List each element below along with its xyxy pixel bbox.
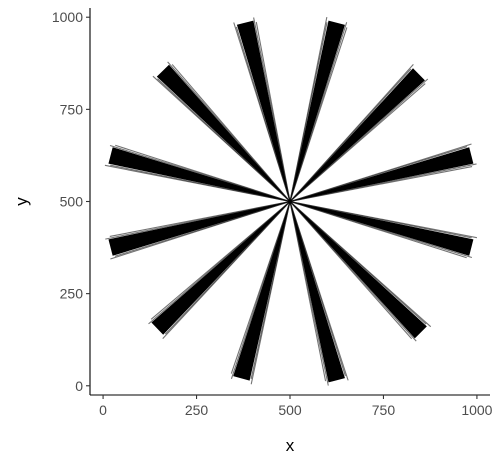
x-axis-title: x: [286, 436, 295, 455]
y-tick-label: 500: [60, 194, 84, 210]
x-tick-label: 0: [99, 402, 107, 418]
x-tick-label: 750: [372, 402, 396, 418]
spoke-3: [289, 143, 477, 203]
spoke-11: [152, 61, 291, 202]
x-tick-label: 250: [185, 402, 209, 418]
spoke-line: [289, 166, 473, 203]
spoke-line: [171, 64, 291, 202]
spoke-wedge: [151, 201, 290, 335]
spoke-line: [235, 26, 291, 202]
spoke-line: [289, 68, 412, 202]
spoke-line: [289, 200, 472, 239]
spoke-wedge: [290, 68, 425, 202]
spoke-line: [164, 201, 291, 335]
spoke-line: [255, 21, 291, 202]
spoke-10: [104, 144, 291, 203]
spoke-9: [105, 200, 291, 260]
spoke-7: [230, 201, 291, 385]
spoke-wedge: [290, 201, 427, 339]
x-ticks: 0 250 500 750 1000: [99, 395, 493, 418]
spoke-wedge: [290, 201, 345, 383]
spoke-line: [109, 200, 291, 237]
spoke-12: [233, 17, 291, 202]
spoke-line: [289, 83, 426, 202]
spoke-line: [230, 201, 291, 374]
spoke-line: [289, 201, 327, 382]
spoke-line: [157, 78, 291, 202]
spoke-line: [150, 201, 291, 320]
y-tick-label: 250: [60, 286, 84, 302]
spoke-line: [289, 201, 427, 325]
spoke-line: [114, 200, 291, 257]
spoke-line: [289, 27, 348, 202]
y-ticks: 0 250 500 750 1000: [52, 9, 90, 394]
spoke-6: [289, 201, 349, 386]
spoke-line: [289, 201, 346, 377]
y-tick-label: 0: [75, 378, 83, 394]
spoke-4: [289, 200, 478, 259]
x-tick-label: 500: [278, 402, 302, 418]
spoke-wedge: [236, 20, 290, 202]
spokes-layer: [104, 16, 478, 386]
spoke-line: [289, 201, 413, 340]
spoke-5: [289, 201, 432, 342]
spoke-wedge: [290, 147, 474, 202]
spoke-line: [110, 164, 291, 203]
spoke-2: [289, 64, 429, 202]
y-axis-title: y: [12, 197, 31, 206]
spoke-1: [289, 16, 348, 202]
spoke-8: [148, 201, 291, 340]
spoke-line: [289, 146, 468, 203]
spoke-wedge: [233, 201, 290, 381]
spoke-wedge: [108, 201, 290, 256]
y-tick-label: 1000: [52, 9, 83, 25]
spoke-line: [115, 144, 291, 203]
y-tick-label: 750: [60, 101, 84, 117]
spoke-line: [289, 200, 467, 259]
x-tick-label: 1000: [461, 402, 492, 418]
spoke-line: [250, 201, 291, 380]
spoke-line: [289, 22, 328, 202]
spoke-wedge: [156, 64, 290, 202]
